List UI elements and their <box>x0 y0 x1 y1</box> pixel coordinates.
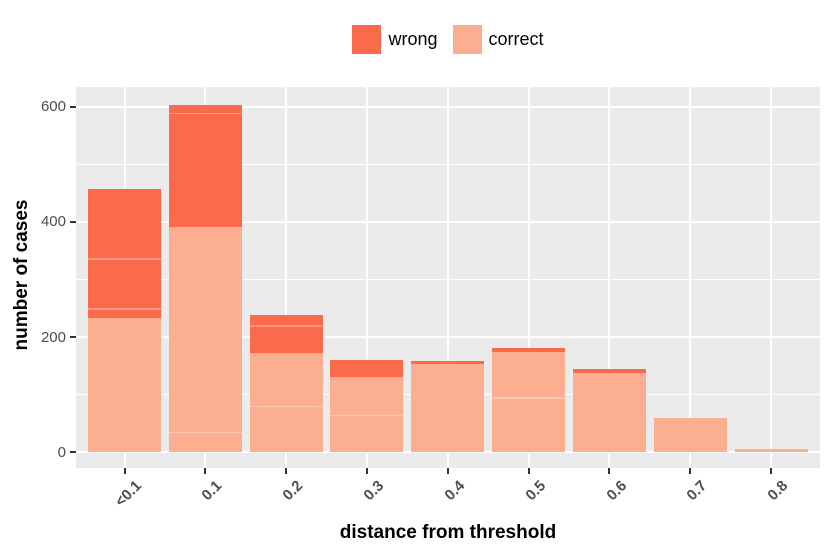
legend-item-correct: correct <box>452 24 544 54</box>
x-tick-label: 0.7 <box>683 477 711 505</box>
bar-segment-correct <box>249 353 323 453</box>
x-tick-label: 0.1 <box>198 477 226 505</box>
vertical-gridline <box>446 87 449 468</box>
y-axis-title: number of cases <box>11 199 32 351</box>
bar-segment-wrong <box>88 189 161 318</box>
x-tick-mark <box>527 468 530 474</box>
y-tick-label: 200 <box>40 328 66 346</box>
x-tick-mark <box>123 468 126 474</box>
legend: wrong correct <box>76 22 820 56</box>
bar-segment-correct <box>734 449 808 453</box>
vertical-gridline <box>285 87 288 468</box>
y-tick-mark <box>70 336 76 339</box>
bar-segment-wrong <box>249 315 323 354</box>
bar-stack-seam <box>249 405 323 408</box>
x-tick-mark <box>285 468 288 474</box>
x-tick-label: 0.2 <box>279 477 307 505</box>
x-tick-label: 0.5 <box>522 477 549 505</box>
vertical-gridline <box>365 87 368 468</box>
bar-segment-wrong <box>168 105 242 227</box>
bar-stack-seam <box>168 431 242 434</box>
x-tick-label: 0.4 <box>441 477 469 505</box>
legend-item-wrong: wrong <box>352 24 438 54</box>
bar-segment-wrong <box>330 360 404 378</box>
bar-segment-wrong <box>572 369 646 373</box>
y-tick-mark <box>70 451 76 454</box>
y-tick-mark <box>70 220 76 223</box>
x-tick-mark <box>689 468 692 474</box>
bar-segment-correct <box>88 317 161 453</box>
x-axis-title: distance from threshold <box>339 522 557 543</box>
bar-stack-seam <box>88 308 161 310</box>
bar-stack-seam <box>249 325 323 327</box>
legend-swatch-correct <box>452 24 482 54</box>
vertical-gridline <box>770 87 773 468</box>
bar-segment-wrong <box>411 360 485 365</box>
legend-label-correct: correct <box>488 29 544 49</box>
x-tick-mark <box>204 468 207 474</box>
vertical-gridline <box>608 87 611 468</box>
x-tick-label: 0.3 <box>360 477 388 505</box>
legend-swatch-wrong <box>352 24 382 54</box>
x-tick-mark <box>608 468 611 474</box>
bar-stack-seam <box>168 112 242 115</box>
x-tick-mark <box>770 468 773 474</box>
bar-stack-seam <box>330 414 404 417</box>
bar-segment-correct <box>168 226 242 453</box>
bar-segment-correct <box>653 417 727 453</box>
y-tick-mark <box>70 105 76 108</box>
y-tick-label: 0 <box>57 443 66 461</box>
y-tick-label: 400 <box>40 213 66 231</box>
x-tick-mark <box>446 468 449 474</box>
bar-segment-correct <box>572 372 646 453</box>
bar-segment-wrong <box>492 348 566 352</box>
x-tick-label: 0.6 <box>603 477 630 505</box>
x-tick-label: 0.8 <box>764 477 792 505</box>
vertical-gridline <box>689 87 692 468</box>
bar-segment-correct <box>492 351 566 453</box>
bar-segment-correct <box>411 364 485 453</box>
bar-stack-seam <box>88 258 161 260</box>
y-tick-label: 600 <box>40 98 66 116</box>
x-tick-mark <box>365 468 368 474</box>
bar-segment-correct <box>330 377 404 453</box>
vertical-gridline <box>527 87 530 468</box>
legend-label-wrong: wrong <box>388 29 438 49</box>
x-tick-label: <0.1 <box>111 477 145 511</box>
plot-panel <box>76 87 820 468</box>
bar-stack-seam <box>492 397 566 399</box>
